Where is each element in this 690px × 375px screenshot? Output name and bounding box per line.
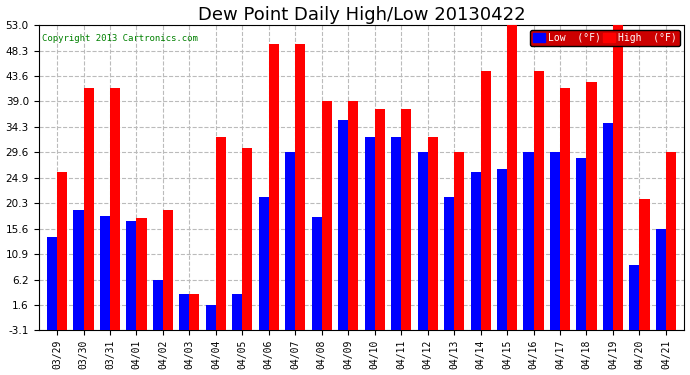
Bar — [533, 71, 544, 330]
Bar — [401, 110, 411, 330]
Bar — [295, 44, 306, 330]
Title: Dew Point Daily High/Low 20130422: Dew Point Daily High/Low 20130422 — [197, 6, 525, 24]
Bar — [233, 294, 242, 330]
Bar — [216, 136, 226, 330]
Bar — [560, 88, 570, 330]
Bar — [57, 172, 67, 330]
Bar — [285, 152, 295, 330]
Bar — [507, 25, 517, 330]
Bar — [163, 210, 173, 330]
Bar — [242, 147, 253, 330]
Bar — [417, 152, 428, 330]
Bar — [586, 82, 597, 330]
Bar — [391, 136, 401, 330]
Bar — [312, 217, 322, 330]
Bar — [656, 229, 666, 330]
Bar — [179, 294, 190, 330]
Bar — [375, 110, 385, 330]
Bar — [110, 88, 120, 330]
Bar — [481, 71, 491, 330]
Bar — [348, 101, 358, 330]
Bar — [550, 152, 560, 330]
Bar — [471, 172, 481, 330]
Bar — [73, 210, 83, 330]
Bar — [259, 196, 269, 330]
Bar — [126, 221, 137, 330]
Bar — [206, 305, 216, 330]
Bar — [428, 136, 437, 330]
Bar — [576, 158, 586, 330]
Bar — [444, 196, 454, 330]
Bar — [640, 199, 649, 330]
Bar — [269, 44, 279, 330]
Bar — [338, 120, 348, 330]
Bar — [454, 152, 464, 330]
Bar — [364, 136, 375, 330]
Bar — [603, 123, 613, 330]
Legend: Low  (°F), High  (°F): Low (°F), High (°F) — [530, 30, 680, 46]
Bar — [190, 294, 199, 330]
Bar — [83, 88, 94, 330]
Bar — [322, 101, 332, 330]
Bar — [524, 152, 533, 330]
Bar — [137, 218, 146, 330]
Bar — [497, 169, 507, 330]
Bar — [47, 237, 57, 330]
Text: Copyright 2013 Cartronics.com: Copyright 2013 Cartronics.com — [42, 34, 197, 43]
Bar — [100, 216, 110, 330]
Bar — [153, 280, 163, 330]
Bar — [613, 25, 623, 330]
Bar — [666, 152, 676, 330]
Bar — [629, 264, 640, 330]
